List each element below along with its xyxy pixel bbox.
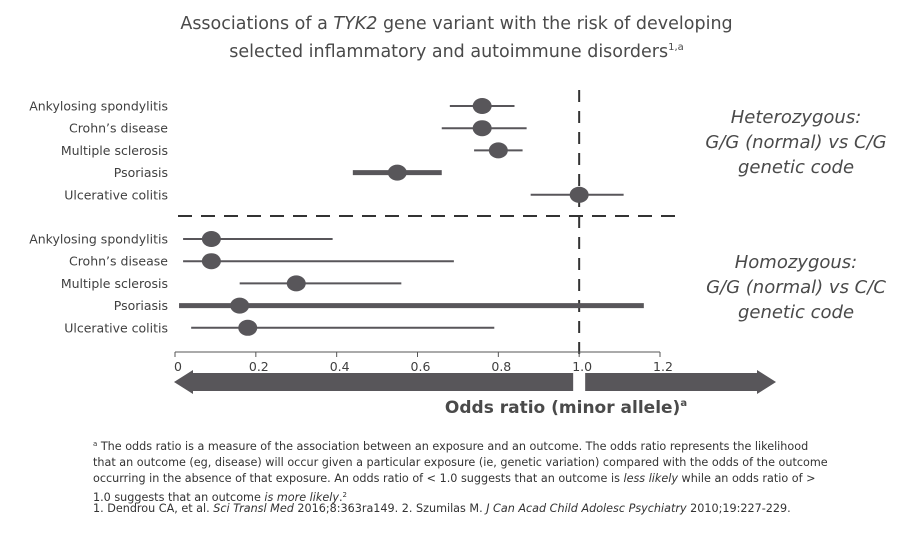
reference-1-journal: Sci Transl Med xyxy=(213,502,294,515)
x-tick-label: 0.6 xyxy=(411,359,431,374)
row-label: Psoriasis xyxy=(114,165,168,180)
chart-title-line2: selected inflammatory and autoimmune dis… xyxy=(0,36,913,64)
row-label: Crohn’s disease xyxy=(69,254,168,269)
x-axis-title: Odds ratio (minor allele)a xyxy=(445,398,687,418)
heterozygous-label-line3: genetic code xyxy=(737,157,855,178)
x-tick-label: 0.2 xyxy=(249,359,269,374)
odds-ratio-point xyxy=(201,253,221,270)
title-line2: selected inflammatory and autoimmune dis… xyxy=(229,42,669,62)
title-superscript: 1,a xyxy=(668,42,684,53)
references: 1. Dendrou CA, et al. Sci Transl Med 201… xyxy=(93,501,853,517)
row-label: Multiple sclerosis xyxy=(61,276,168,291)
x-tick-label: 0 xyxy=(174,359,182,374)
odds-ratio-point xyxy=(286,275,306,292)
reference-1-citation: 2016;8:363ra149. 2. Szumilas M. xyxy=(293,502,487,515)
row-label: Ulcerative colitis xyxy=(64,320,168,335)
footnote-superscript: 2 xyxy=(342,491,348,499)
title-prefix: Associations of a xyxy=(180,14,334,34)
row-label: Ankylosing spondylitis xyxy=(29,232,168,247)
reference-1-authors: 1. Dendrou CA, et al. xyxy=(93,502,214,515)
homozygous-group-label: Homozygous: G/G (normal) vs C/C genetic … xyxy=(686,250,906,325)
row-label: Multiple sclerosis xyxy=(61,143,168,158)
odds-ratio-point xyxy=(472,120,492,137)
footnote-text-2: while an odds ratio of > 1.0 suggests th… xyxy=(93,472,816,504)
row-label: Ulcerative colitis xyxy=(64,187,168,202)
odds-ratio-point xyxy=(238,319,258,336)
heterozygous-label-line2: G/G (normal) vs C/G xyxy=(705,132,887,153)
chart-title: Associations of a TYK2 gene variant with… xyxy=(0,12,913,64)
title-rest: gene variant with the risk of developing xyxy=(377,14,733,34)
odds-ratio-point xyxy=(488,142,508,159)
x-tick-label: 1.0 xyxy=(572,359,592,374)
left-arrow xyxy=(174,370,574,394)
reference-2-journal: J Can Acad Child Adolesc Psychiatry xyxy=(486,502,687,515)
footnote-text-1: The odds ratio is a measure of the assoc… xyxy=(93,440,828,485)
homozygous-label-line2: G/G (normal) vs C/C xyxy=(706,277,886,298)
heterozygous-group-label: Heterozygous: G/G (normal) vs C/G geneti… xyxy=(686,105,906,180)
title-gene: TYK2 xyxy=(333,14,378,34)
right-arrow xyxy=(585,370,776,394)
row-label: Ankylosing spondylitis xyxy=(29,99,168,114)
heterozygous-label-line1: Heterozygous: xyxy=(730,107,862,128)
odds-ratio-point xyxy=(569,186,589,203)
odds-ratio-point xyxy=(230,297,250,314)
x-tick-label: 1.2 xyxy=(653,359,673,374)
odds-ratio-point xyxy=(387,164,407,181)
row-label: Crohn’s disease xyxy=(69,121,168,136)
row-label: Psoriasis xyxy=(114,298,168,313)
odds-ratio-point xyxy=(201,231,221,247)
homozygous-label-line1: Homozygous: xyxy=(734,252,858,273)
x-tick-label: 0.8 xyxy=(491,359,511,374)
footnote-emphasis-2: is more likely xyxy=(264,491,339,504)
footnote: a The odds ratio is a measure of the ass… xyxy=(93,436,833,506)
x-tick-label: 0.4 xyxy=(330,359,350,374)
footnote-text-3: . xyxy=(338,491,343,504)
odds-ratio-point xyxy=(472,98,492,114)
chart-title-line1: Associations of a TYK2 gene variant with… xyxy=(0,12,913,36)
forest-plot: Ankylosing spondylitis Crohn’s disease Mul… xyxy=(29,90,776,418)
reference-2-citation: 2010;19:227-229. xyxy=(686,502,791,515)
footnote-emphasis-1: less likely xyxy=(623,472,678,485)
footnote-marker: a xyxy=(93,440,98,448)
homozygous-label-line3: genetic code xyxy=(737,302,855,323)
